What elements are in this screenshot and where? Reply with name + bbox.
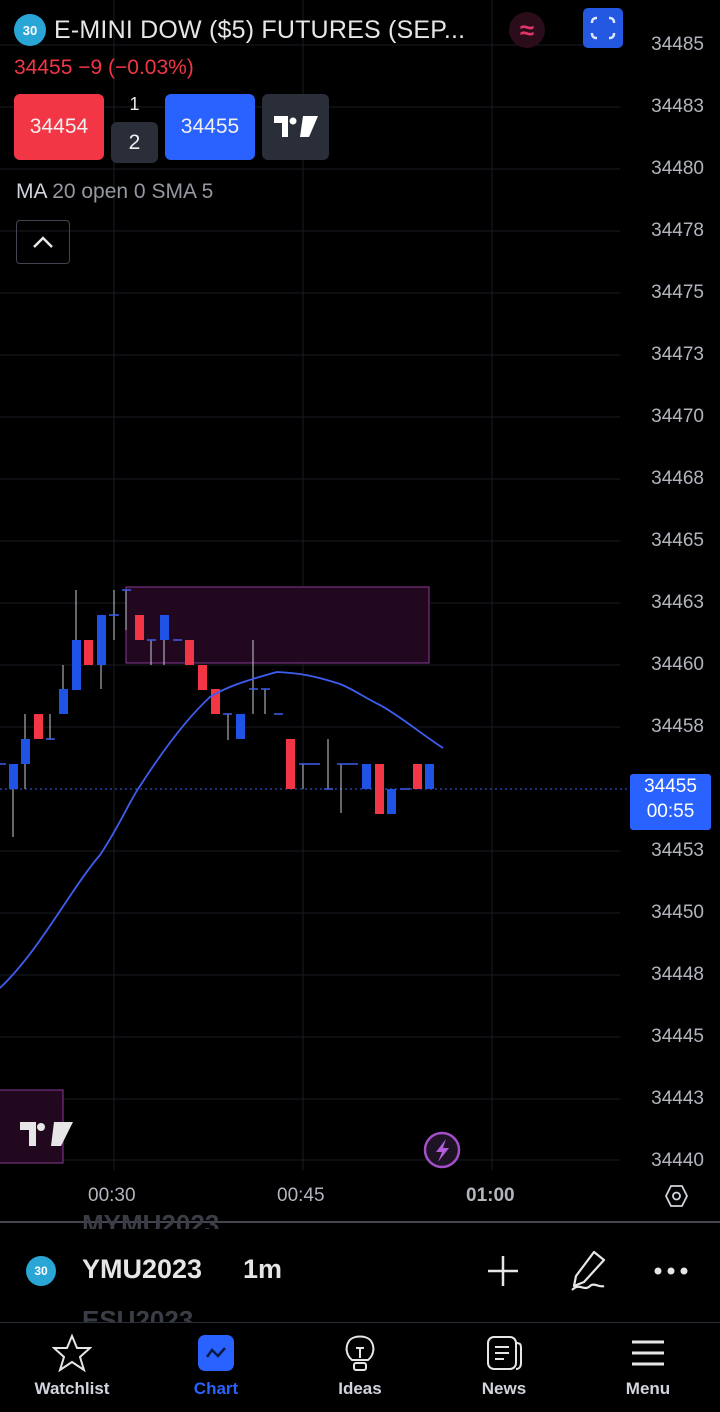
price-label: 34480 [651, 158, 704, 179]
symbol-title[interactable]: E-MINI DOW ($5) FUTURES (SEP... [54, 15, 466, 44]
sell-button[interactable]: 34454 [14, 94, 104, 160]
lightning-icon[interactable] [423, 1131, 461, 1169]
price-label: 34453 [651, 840, 704, 861]
price-label: 34485 [651, 34, 704, 55]
nav-label: Watchlist [34, 1379, 110, 1398]
bottom-navigation: Watchlist Chart Ideas News [0, 1322, 720, 1412]
ma-line [0, 671, 444, 989]
price-label: 34450 [651, 902, 704, 923]
price-label: 34443 [651, 1088, 704, 1109]
nav-news[interactable]: News [432, 1323, 576, 1412]
price-change: 34455 −9 (−0.03%) [14, 56, 194, 79]
interval-selector[interactable]: 1m [243, 1254, 283, 1284]
indicator-name: MA [16, 180, 47, 203]
price-label: 34468 [651, 468, 704, 489]
price-label: 34473 [651, 344, 704, 365]
price-label: 34460 [651, 654, 704, 675]
current-price: 34455 [644, 776, 697, 797]
lightbulb-icon [345, 1335, 375, 1371]
nav-label: Ideas [338, 1379, 382, 1398]
quantity-button[interactable]: 2 [111, 122, 158, 163]
nav-label: Menu [625, 1379, 671, 1398]
nav-label: News [481, 1379, 527, 1398]
chevron-up-icon [33, 236, 53, 248]
price-label: 34458 [651, 716, 704, 737]
chart-pane[interactable] [0, 0, 720, 1222]
star-icon [52, 1333, 92, 1373]
price-label: 34475 [651, 282, 704, 303]
candles [0, 589, 434, 837]
price-label: 34483 [651, 96, 704, 117]
time-label: 00:30 [88, 1185, 136, 1206]
price-label: 34463 [651, 592, 704, 613]
price-label: 34465 [651, 530, 704, 551]
tradingview-button[interactable] [262, 94, 329, 160]
price-label: 34470 [651, 406, 704, 427]
grid-lines [0, 0, 620, 1170]
price-label: 34448 [651, 964, 704, 985]
price-label: 34445 [651, 1026, 704, 1047]
price-label: 34478 [651, 220, 704, 241]
next-symbol[interactable]: ESU2023 [82, 1305, 194, 1323]
menu-icon [632, 1340, 664, 1366]
symbol-bar-badge: 30 [26, 1256, 56, 1286]
news-icon [487, 1336, 522, 1370]
symbol-badge: 30 [14, 14, 46, 46]
spread-value: 1 [129, 94, 140, 114]
symbol-header[interactable]: 30 E-MINI DOW ($5) FUTURES (SEP... [14, 14, 465, 46]
bar-countdown: 00:55 [646, 801, 695, 822]
nav-menu[interactable]: Menu [576, 1323, 720, 1412]
nav-ideas[interactable]: Ideas [288, 1323, 432, 1412]
collapse-legend-button[interactable] [16, 220, 70, 264]
fullscreen-icon [587, 14, 619, 42]
symbol-bar: MYMU2023 ESU2023 [0, 1209, 720, 1323]
prev-symbol[interactable]: MYMU2023 [82, 1209, 220, 1229]
indicator-legend[interactable]: MA 20 open 0 SMA 5 [16, 180, 213, 204]
tradingview-watermark-icon [20, 1122, 73, 1146]
nav-chart[interactable]: Chart [144, 1323, 288, 1412]
add-icon[interactable] [484, 1252, 522, 1290]
indicator-params: 20 open 0 SMA 5 [52, 180, 214, 203]
more-options-icon[interactable] [652, 1262, 690, 1280]
symbol-selector[interactable]: YMU2023 [82, 1254, 203, 1284]
price-label: 34440 [651, 1150, 704, 1171]
chart-icon [198, 1335, 234, 1371]
drawing-pen-icon[interactable] [566, 1248, 610, 1294]
approx-equal-icon[interactable]: ≈ [509, 12, 545, 48]
nav-label: Chart [193, 1379, 239, 1398]
current-price-tag: 34455 00:55 [630, 774, 711, 830]
time-label: 00:45 [277, 1185, 325, 1206]
zone-rectangle[interactable] [125, 586, 430, 664]
tradingview-logo-icon [273, 116, 318, 137]
chart-settings-icon[interactable] [664, 1185, 689, 1207]
buy-button[interactable]: 34455 [165, 94, 255, 160]
time-label: 01:00 [466, 1185, 515, 1206]
nav-watchlist[interactable]: Watchlist [0, 1323, 144, 1412]
fullscreen-button[interactable] [583, 8, 623, 48]
